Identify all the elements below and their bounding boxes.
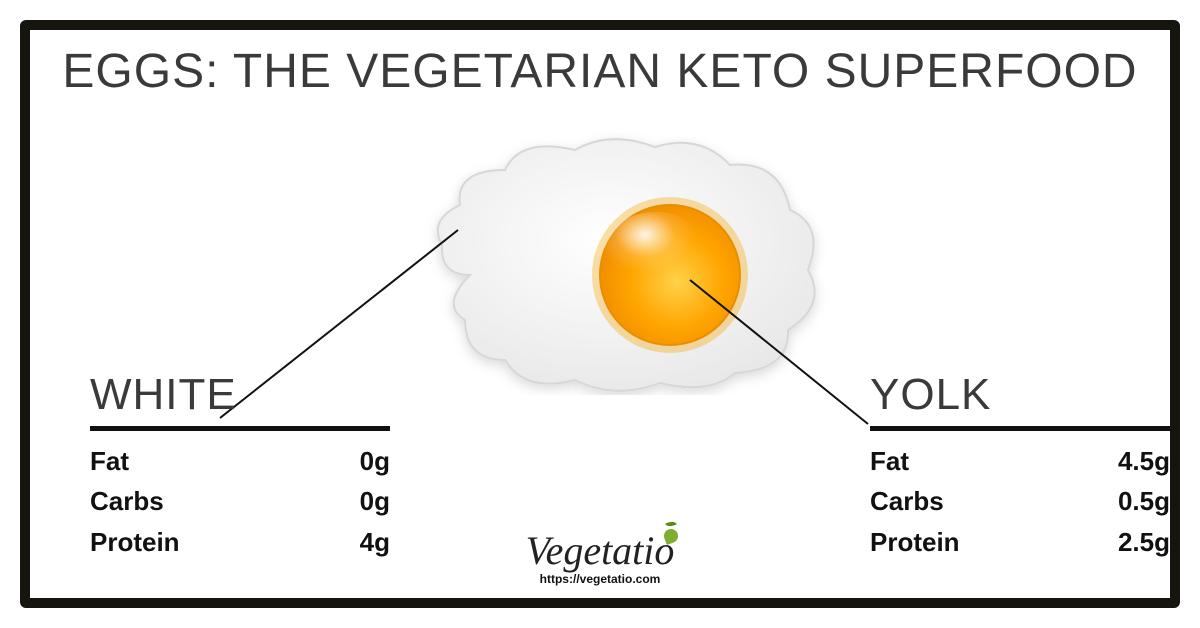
brand-name: Vegetatio <box>526 528 675 573</box>
infographic-frame: EGGS: THE VEGETARIAN KETO SUPERFOOD <box>20 20 1180 608</box>
yolk-row-carbs: Carbs 0.5g <box>870 481 1170 521</box>
footer: Vegetatio https://vegetatio.com <box>30 527 1170 586</box>
nutrient-value: 0g <box>360 481 390 521</box>
nutrient-label: Fat <box>870 441 909 481</box>
yolk-row-fat: Fat 4.5g <box>870 441 1170 481</box>
yolk-heading: YOLK <box>870 370 1170 420</box>
nutrient-value: 0.5g <box>1118 481 1170 521</box>
white-row-carbs: Carbs 0g <box>90 481 390 521</box>
yolk-divider <box>870 426 1170 431</box>
nutrient-label: Carbs <box>90 481 164 521</box>
yolk-callout-line <box>690 280 868 424</box>
nutrient-label: Fat <box>90 441 129 481</box>
nutrient-value: 4.5g <box>1118 441 1170 481</box>
white-divider <box>90 426 390 431</box>
nutrient-label: Carbs <box>870 481 944 521</box>
nutrient-value: 0g <box>360 441 390 481</box>
white-heading: WHITE <box>90 370 390 420</box>
brand-logo: Vegetatio <box>526 527 675 574</box>
white-row-fat: Fat 0g <box>90 441 390 481</box>
site-url: https://vegetatio.com <box>30 572 1170 586</box>
